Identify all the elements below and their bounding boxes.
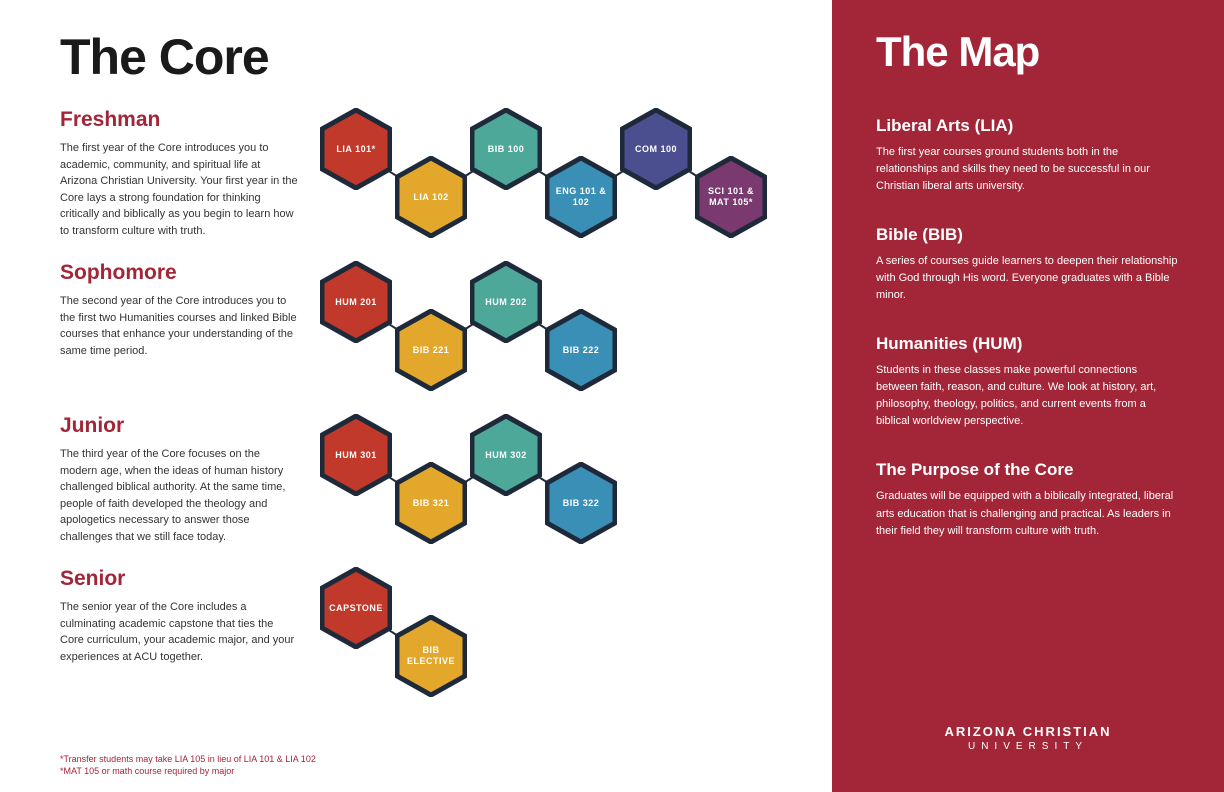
year-body: The second year of the Core introduces y… [60,293,300,359]
course-hex-label: BIB 321 [395,462,467,544]
course-hex: BIB 221 [395,309,467,391]
map-section-heading: Liberal Arts (LIA) [876,116,1180,136]
year-title: Sophomore [60,261,300,285]
map-section-body: The first year courses ground students b… [876,144,1180,195]
year-body: The first year of the Core introduces yo… [60,140,300,239]
course-hex: BIB 321 [395,462,467,544]
year-title: Junior [60,414,300,438]
course-hex-label: SCI 101 & MAT 105* [695,156,767,238]
hex-area: LIA 101* LIA 102 BIB 100 ENG 101 & 102 C… [320,108,792,243]
map-section: Liberal Arts (LIA) The first year courses… [876,116,1180,195]
course-hex-label: CAPSTONE [320,567,392,649]
left-panel: The Core Freshman The first year of the C… [0,0,832,792]
year-body: The third year of the Core focuses on th… [60,446,300,545]
course-hex-label: BIB 221 [395,309,467,391]
course-hex: HUM 202 [470,261,542,343]
map-section-body: Graduates will be equipped with a biblic… [876,488,1180,539]
course-hex-label: LIA 102 [395,156,467,238]
map-section-heading: The Purpose of the Core [876,460,1180,480]
course-hex-label: HUM 301 [320,414,392,496]
course-hex-label: HUM 202 [470,261,542,343]
map-section: Bible (BIB) A series of courses guide lea… [876,225,1180,304]
course-hex-label: BIB 222 [545,309,617,391]
course-hex: BIB 322 [545,462,617,544]
year-title: Freshman [60,108,300,132]
year-text: Sophomore The second year of the Core int… [60,261,320,396]
hex-area: HUM 301 BIB 321 HUM 302 BIB 322 [320,414,792,549]
course-hex: HUM 301 [320,414,392,496]
course-hex: SCI 101 & MAT 105* [695,156,767,238]
year-row: Senior The senior year of the Core includ… [60,567,792,702]
course-hex-label: LIA 101* [320,108,392,190]
page-title: The Core [60,28,792,86]
course-hex: BIB 222 [545,309,617,391]
course-hex-label: ENG 101 & 102 [545,156,617,238]
right-panel: The Map Liberal Arts (LIA) The first year… [832,0,1224,792]
year-title: Senior [60,567,300,591]
hex-area: CAPSTONE BIB ELECTIVE [320,567,792,702]
map-title: The Map [876,28,1180,76]
map-section: The Purpose of the Core Graduates will be… [876,460,1180,539]
map-section-body: A series of courses guide learners to de… [876,253,1180,304]
course-hex: COM 100 [620,108,692,190]
map-section-heading: Bible (BIB) [876,225,1180,245]
year-text: Junior The third year of the Core focuses… [60,414,320,549]
course-hex-label: BIB 322 [545,462,617,544]
year-text: Freshman The first year of the Core intro… [60,108,320,243]
course-hex: BIB 100 [470,108,542,190]
year-text: Senior The senior year of the Core includ… [60,567,320,702]
map-section: Humanities (HUM) Students in these classe… [876,334,1180,430]
course-hex: LIA 101* [320,108,392,190]
map-section-heading: Humanities (HUM) [876,334,1180,354]
course-hex: LIA 102 [395,156,467,238]
year-row: Junior The third year of the Core focuses… [60,414,792,549]
course-hex-label: BIB 100 [470,108,542,190]
course-hex-label: BIB ELECTIVE [395,615,467,697]
footnote-2: *MAT 105 or math course required by majo… [60,765,316,778]
course-hex-label: HUM 302 [470,414,542,496]
university-name: ARIZONA CHRISTIAN [876,724,1180,739]
hex-area: HUM 201 BIB 221 HUM 202 BIB 222 [320,261,792,396]
year-row: Freshman The first year of the Core intro… [60,108,792,243]
course-hex: HUM 201 [320,261,392,343]
year-row: Sophomore The second year of the Core int… [60,261,792,396]
map-section-body: Students in these classes make powerful … [876,362,1180,430]
university-block: ARIZONA CHRISTIAN UNIVERSITY [876,724,1180,772]
course-hex-label: HUM 201 [320,261,392,343]
year-body: The senior year of the Core includes a c… [60,599,300,665]
footnotes: *Transfer students may take LIA 105 in l… [60,753,316,778]
course-hex: CAPSTONE [320,567,392,649]
university-sub: UNIVERSITY [876,741,1180,752]
years-container: Freshman The first year of the Core intro… [60,108,792,702]
course-hex: ENG 101 & 102 [545,156,617,238]
course-hex: HUM 302 [470,414,542,496]
course-hex-label: COM 100 [620,108,692,190]
course-hex: BIB ELECTIVE [395,615,467,697]
footnote-1: *Transfer students may take LIA 105 in l… [60,753,316,766]
map-sections: Liberal Arts (LIA) The first year courses… [876,116,1180,570]
